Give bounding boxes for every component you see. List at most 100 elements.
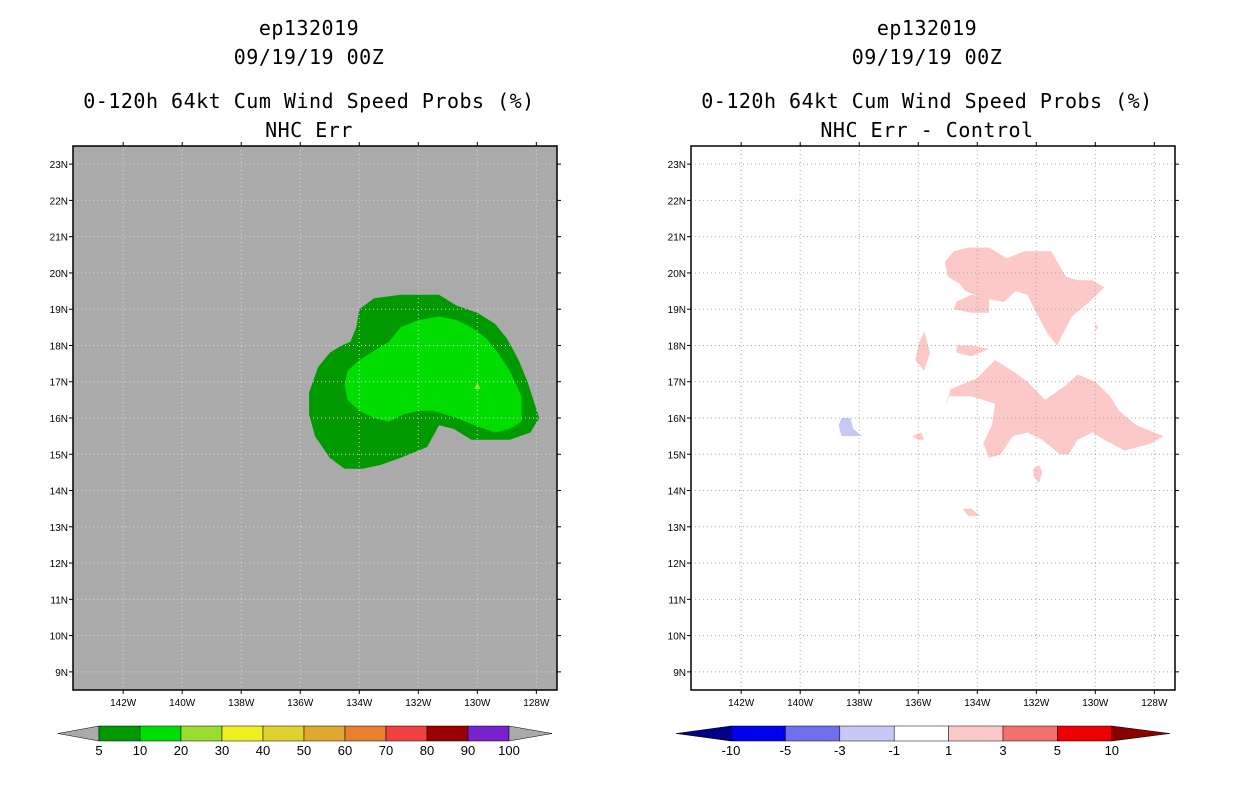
x-tick-label: 130W	[1082, 698, 1109, 709]
chart-title: 0-120h 64kt Cum Wind Speed Probs (%)	[701, 89, 1153, 113]
y-tick-label: 21N	[668, 233, 686, 244]
forecast-time: 09/19/19 00Z	[851, 45, 1003, 69]
colorbar-over-arrow	[1111, 725, 1171, 742]
colorbar-label: 90	[461, 743, 475, 758]
plot-frame	[690, 145, 1176, 691]
probability-map: 142W 140W 138W 136W 134W 132W 130W 128W 23N 22N 21…	[50, 142, 561, 758]
x-tick-label: 134W	[964, 698, 991, 709]
x-tick-label: 136W	[287, 698, 314, 709]
x-tick-label: 138W	[228, 698, 255, 709]
colorbar-label: 100	[498, 743, 520, 758]
colorbar-under-arrow	[675, 725, 732, 742]
colorbar-label: 50	[297, 743, 311, 758]
y-tick-label: 16N	[668, 414, 686, 425]
y-tick-label: 19N	[668, 305, 686, 316]
colorbar-label: 3	[999, 743, 1006, 758]
y-tick-label: 14N	[50, 487, 68, 498]
y-tick-label: 10N	[50, 632, 68, 643]
storm-id: ep132019	[258, 16, 360, 40]
y-tick-label: 12N	[668, 559, 686, 570]
y-tick-label: 22N	[668, 196, 686, 207]
colorbar-under-arrow	[57, 725, 100, 742]
y-tick-label: 16N	[50, 414, 68, 425]
plot-frame	[72, 145, 558, 691]
y-tick-label: 21N	[50, 233, 68, 244]
x-tick-label: 128W	[523, 698, 550, 709]
colorbar-label: 5	[95, 743, 102, 758]
y-tick-label: 12N	[50, 559, 68, 570]
contour-1-3	[912, 432, 925, 440]
colorbar-label: 60	[338, 743, 352, 758]
colorbar-label: -1	[888, 743, 900, 758]
difference-map: 142W 140W 138W 136W 134W 132W 130W 128W 23N 22N 21…	[668, 142, 1179, 758]
y-tick-label: 19N	[50, 305, 68, 316]
colorbar-segment	[262, 725, 305, 742]
colorbar-segment	[139, 725, 182, 742]
y-tick-label: 17N	[668, 378, 686, 389]
colorbar-segment	[98, 725, 141, 742]
colorbar-label: 10	[1105, 743, 1119, 758]
colorbar-label: 80	[420, 743, 434, 758]
x-tick-label: 142W	[110, 698, 137, 709]
x-tick-label: 140W	[787, 698, 814, 709]
contour-1-3	[944, 360, 1164, 458]
y-tick-label: 10N	[668, 632, 686, 643]
colorbar-label: 10	[133, 743, 147, 758]
chart-subtitle: NHC Err	[265, 118, 353, 142]
colorbar-label: 70	[379, 743, 393, 758]
chart-subtitle: NHC Err - Control	[820, 118, 1034, 142]
x-tick-label: 142W	[728, 698, 755, 709]
x-tick-label: 128W	[1141, 698, 1168, 709]
y-tick-label: 18N	[50, 341, 68, 352]
y-tick-label: 20N	[50, 269, 68, 280]
chart-title: 0-120h 64kt Cum Wind Speed Probs (%)	[83, 89, 535, 113]
colorbar-label: -5	[780, 743, 792, 758]
x-tick-label: 132W	[1023, 698, 1050, 709]
contour-1-3	[1033, 465, 1043, 484]
y-tick-label: 23N	[50, 160, 68, 171]
x-tick-label: 132W	[405, 698, 432, 709]
colorbar-label: 40	[256, 743, 270, 758]
y-tick-label: 23N	[668, 160, 686, 171]
colorbar-segment	[385, 725, 428, 742]
contour-1-3	[915, 331, 930, 371]
colorbar-label: 1	[945, 743, 952, 758]
colorbar-segment	[1002, 725, 1058, 742]
colorbar-segment	[1057, 725, 1113, 742]
x-tick-label: 136W	[905, 698, 932, 709]
colorbar-label: 30	[215, 743, 229, 758]
y-tick-label: 20N	[668, 269, 686, 280]
y-tick-label: 9N	[673, 668, 686, 679]
y-tick-label: 17N	[50, 378, 68, 389]
left-panel: ep132019 09/19/19 00Z 0-120h 64kt Cum Wi…	[50, 16, 561, 758]
contour-20-30	[474, 381, 481, 389]
x-tick-label: 140W	[169, 698, 196, 709]
y-tick-label: 22N	[50, 196, 68, 207]
colorbar-segment	[730, 725, 786, 742]
contour-1-3	[962, 508, 981, 516]
contour-1-3	[944, 247, 1105, 346]
colorbar-label: 5	[1054, 743, 1061, 758]
colorbar-segment	[344, 725, 387, 742]
colorbar-label: -10	[722, 743, 741, 758]
colorbar-over-arrow	[508, 725, 553, 742]
contour-1-3	[956, 345, 990, 357]
colorbar-segment	[303, 725, 346, 742]
y-tick-label: 11N	[668, 595, 686, 606]
colorbar-segment	[948, 725, 1004, 742]
y-tick-label: 13N	[50, 523, 68, 534]
colorbar-segment	[893, 725, 949, 742]
x-tick-label: 138W	[846, 698, 873, 709]
contour-1-3	[953, 294, 990, 313]
contour-1-3	[1095, 323, 1099, 331]
colorbar-segment	[467, 725, 510, 742]
y-tick-label: 9N	[55, 668, 68, 679]
colorbar-segment	[180, 725, 223, 742]
x-tick-label: 134W	[346, 698, 373, 709]
y-tick-label: 13N	[668, 523, 686, 534]
contour--3--1	[838, 418, 863, 437]
y-tick-label: 18N	[668, 341, 686, 352]
y-tick-label: 15N	[668, 450, 686, 461]
colorbar-label: 20	[174, 743, 188, 758]
y-tick-label: 14N	[668, 487, 686, 498]
